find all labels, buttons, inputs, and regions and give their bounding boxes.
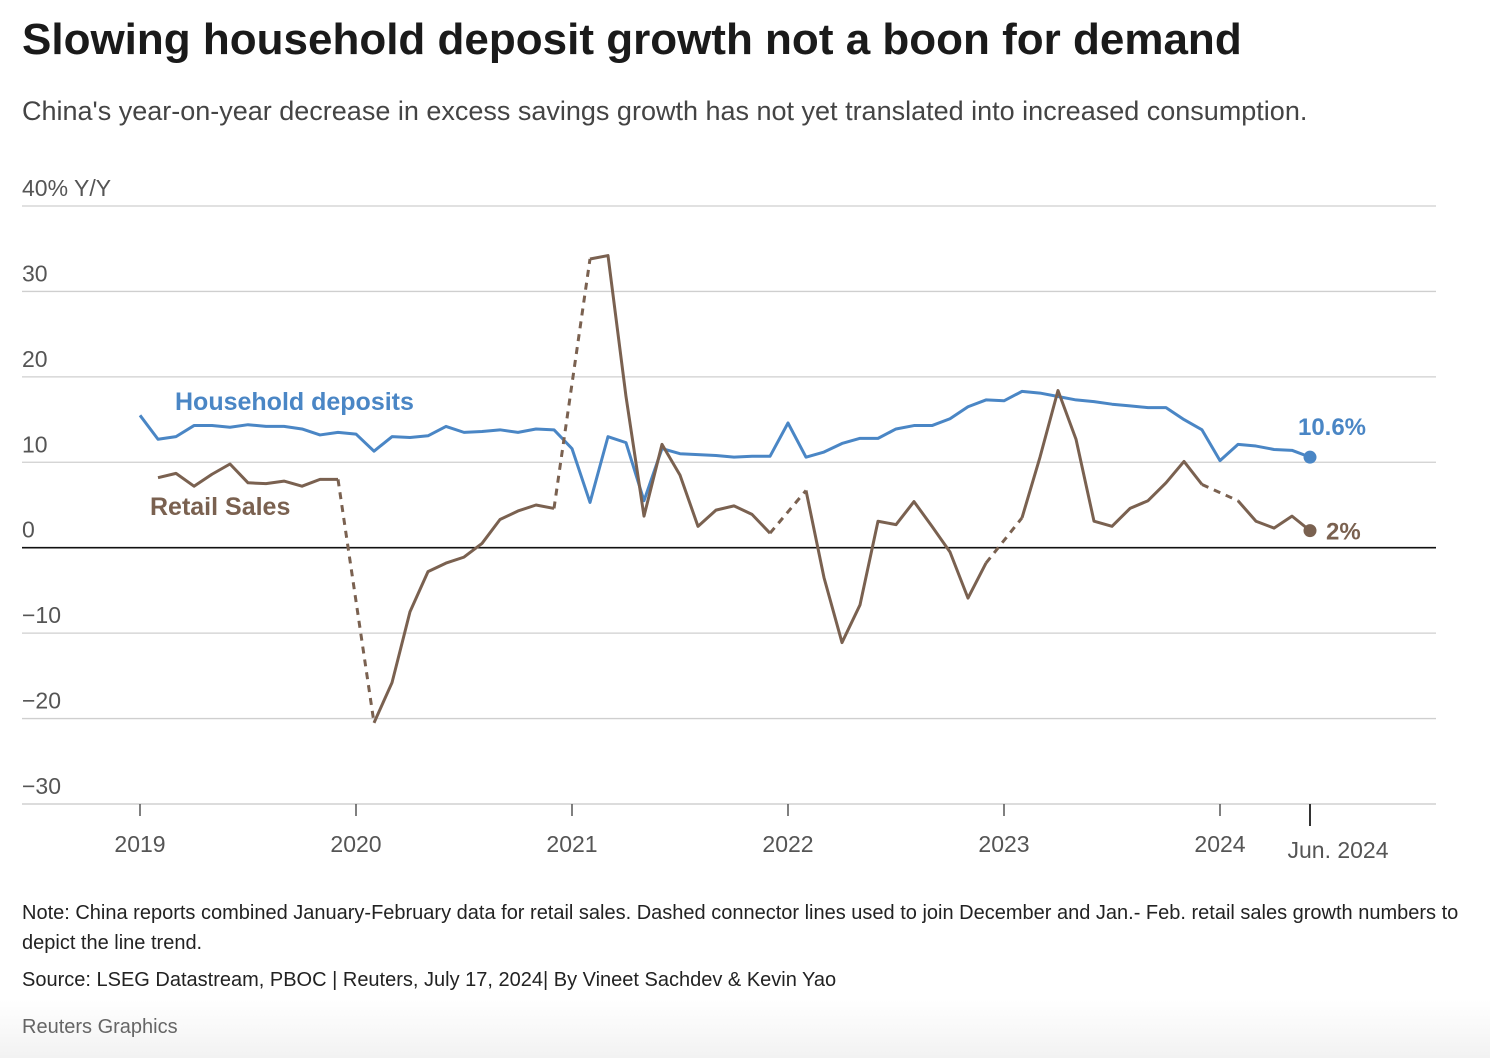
source: Source: LSEG Datastream, PBOC | Reuters,… bbox=[22, 969, 836, 991]
x-tick-label: Jun. 2024 bbox=[1287, 837, 1388, 863]
gap-connector bbox=[768, 489, 808, 535]
y-tick-label: 20 bbox=[22, 346, 48, 372]
series-label: Household deposits bbox=[175, 388, 414, 416]
note-box: Note: China reports combined January-Feb… bbox=[22, 902, 1459, 954]
series-line bbox=[1236, 499, 1311, 532]
x-tick-label: 2023 bbox=[978, 831, 1029, 857]
series-line bbox=[157, 462, 338, 488]
series-line bbox=[804, 490, 988, 645]
footer-band bbox=[0, 1000, 1490, 1058]
end-label: 2% bbox=[1326, 519, 1361, 546]
y-tick-label: 0 bbox=[22, 517, 35, 543]
series-line bbox=[1020, 389, 1204, 528]
gap-connector bbox=[552, 258, 592, 509]
end-dot bbox=[1303, 450, 1317, 464]
x-tick-label: 2021 bbox=[546, 831, 597, 857]
gap-connector bbox=[1201, 483, 1239, 503]
end-dot bbox=[1303, 524, 1317, 538]
series-line bbox=[372, 503, 555, 724]
gap-connector bbox=[984, 516, 1024, 565]
credit: Reuters Graphics bbox=[22, 1016, 178, 1038]
x-tick-label: 2020 bbox=[330, 831, 381, 857]
y-tick-label: −20 bbox=[22, 688, 61, 714]
note: Note: China reports combined January-Feb… bbox=[22, 902, 1459, 954]
y-tick-label: 30 bbox=[22, 260, 48, 286]
x-tick-label: 2019 bbox=[114, 831, 165, 857]
y-tick-label: −10 bbox=[22, 602, 61, 628]
plot: −30 −20 −10 0 10 20 30 40% Y/Y 2019 2020 2021 2022 2… bbox=[22, 175, 1436, 863]
y-tick-label: −30 bbox=[22, 773, 61, 799]
y-tick-label: 40% Y/Y bbox=[22, 175, 111, 201]
x-tick-label: 2024 bbox=[1194, 831, 1245, 857]
chart-title: Slowing household deposit growth not a b… bbox=[22, 15, 1242, 64]
x-tick-label: 2022 bbox=[762, 831, 813, 857]
chart-subtitle: China's year-on-year decrease in excess … bbox=[22, 96, 1307, 126]
series-label: Retail Sales bbox=[150, 493, 290, 521]
gap-connector bbox=[336, 479, 376, 724]
y-tick-label: 10 bbox=[22, 431, 48, 457]
end-label: 10.6% bbox=[1298, 414, 1366, 441]
series-line bbox=[138, 389, 1311, 504]
series-line bbox=[589, 254, 772, 535]
